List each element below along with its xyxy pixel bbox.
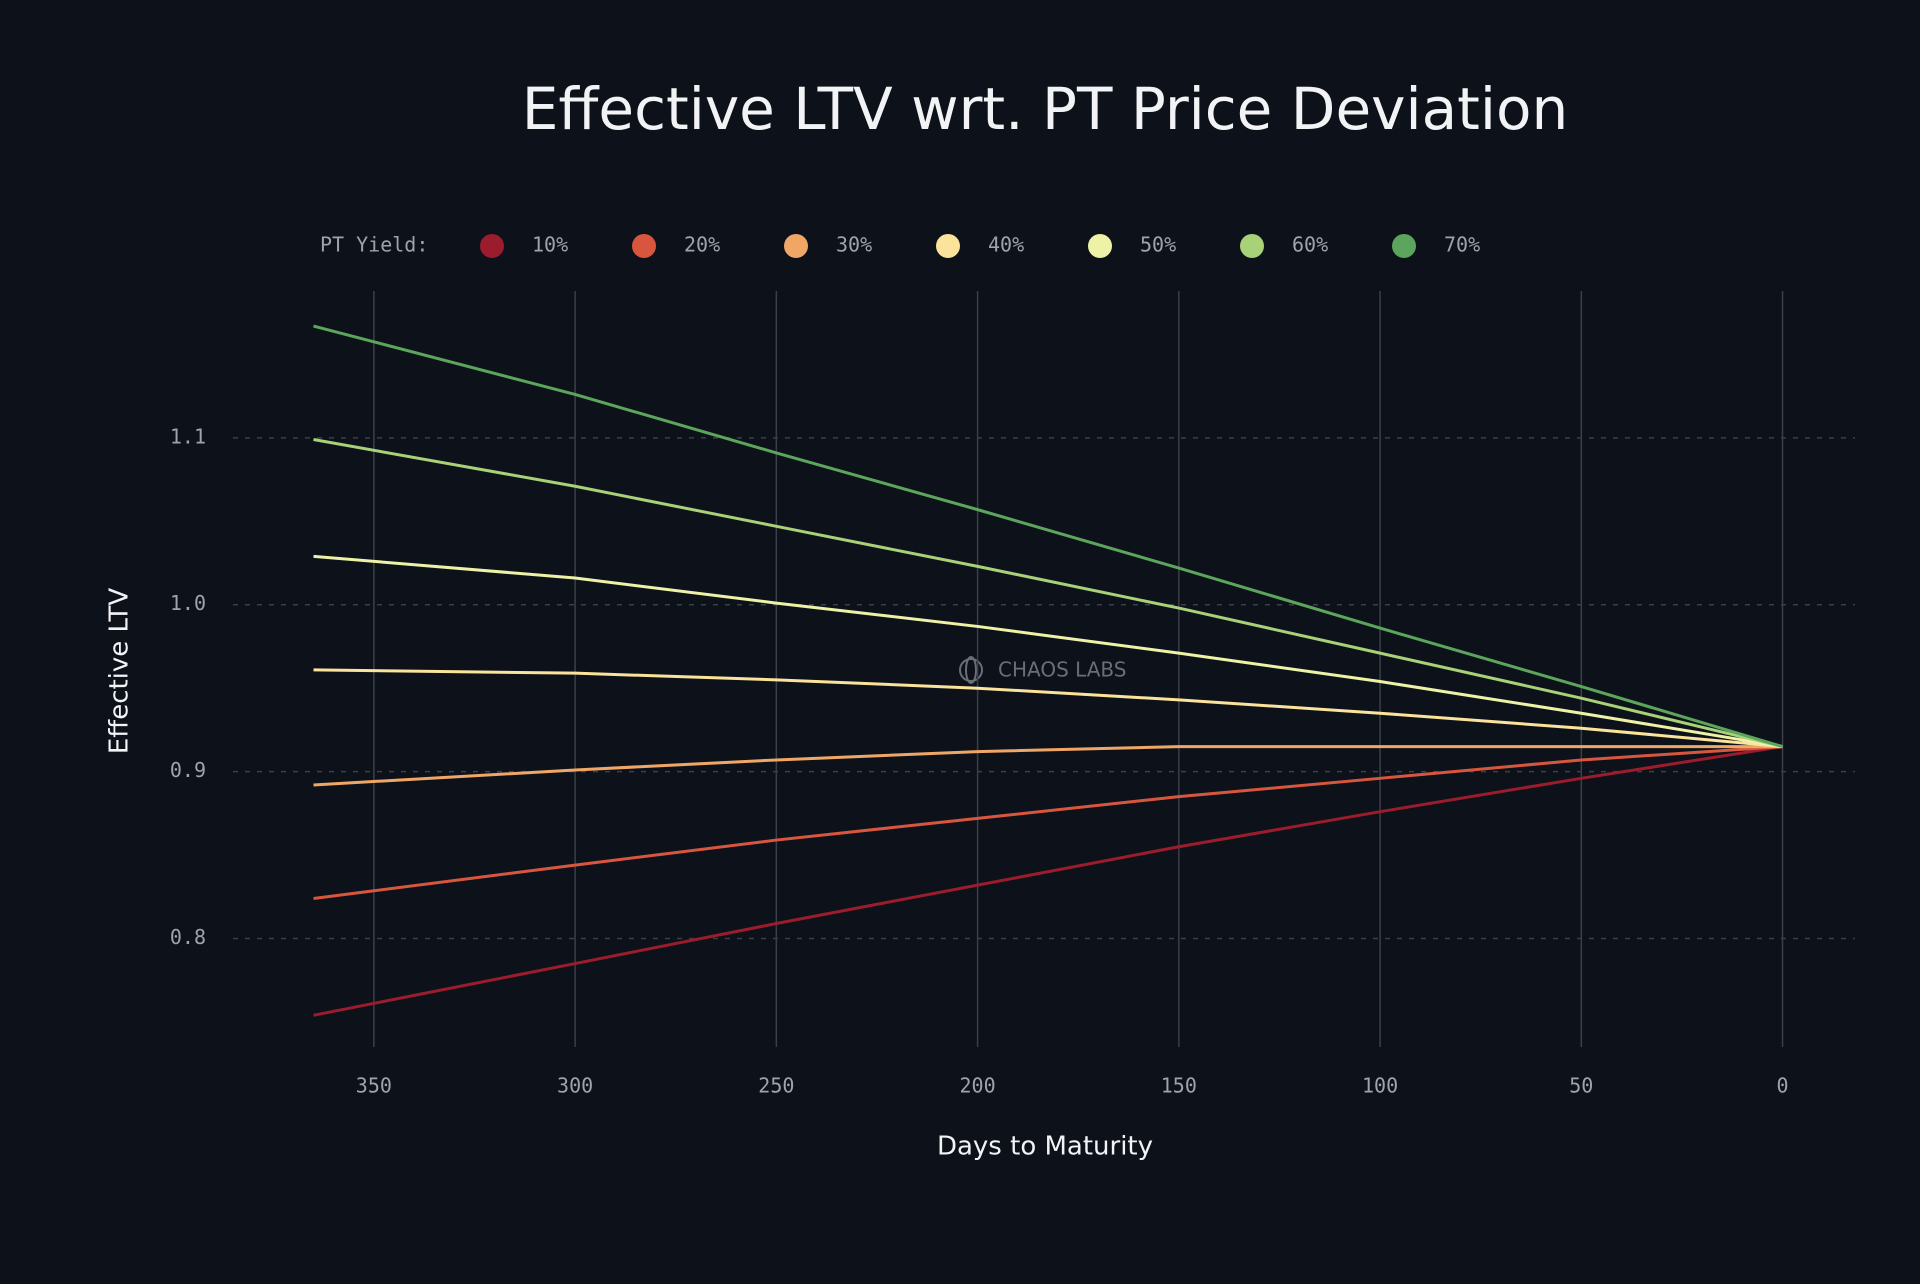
series-line — [313, 745, 1783, 787]
legend-label: 70% — [1444, 233, 1480, 257]
legend-label: 60% — [1292, 233, 1328, 257]
y-tick-label: 0.9 — [170, 758, 206, 782]
legend-label: 30% — [836, 233, 872, 257]
legend-marker — [936, 234, 960, 258]
x-tick-label: 100 — [1362, 1074, 1398, 1098]
series-line — [313, 668, 1783, 749]
series-line — [313, 438, 1783, 749]
y-tick-label: 1.0 — [170, 591, 206, 615]
y-tick-label: 0.8 — [170, 925, 206, 949]
chart-title: Effective LTV wrt. PT Price Deviation — [522, 75, 1568, 143]
x-tick-label: 50 — [1569, 1074, 1593, 1098]
x-tick-label: 300 — [557, 1074, 593, 1098]
legend-label: 50% — [1140, 233, 1176, 257]
x-tick-label: 350 — [356, 1074, 392, 1098]
legend-title: PT Yield: — [320, 233, 428, 257]
series-line — [313, 554, 1783, 749]
series-line — [313, 745, 1783, 900]
x-tick-label: 200 — [960, 1074, 996, 1098]
watermark-icon — [959, 656, 983, 684]
x-tick-label: 150 — [1161, 1074, 1197, 1098]
legend-label: 40% — [988, 233, 1024, 257]
watermark: CHAOS LABS — [998, 658, 1126, 682]
legend-marker — [1392, 234, 1416, 258]
legend-marker — [1240, 234, 1264, 258]
y-tick-label: 1.1 — [170, 424, 206, 448]
x-tick-label: 0 — [1777, 1074, 1789, 1098]
x-tick-label: 250 — [758, 1074, 794, 1098]
legend-label: 20% — [684, 233, 720, 257]
series-line — [313, 324, 1783, 749]
legend-marker — [1088, 234, 1112, 258]
y-axis-title: Effective LTV — [105, 588, 135, 754]
series-line — [313, 745, 1783, 1017]
legend-marker — [480, 234, 504, 258]
legend-marker — [632, 234, 656, 258]
x-axis-title: Days to Maturity — [937, 1132, 1153, 1162]
legend-marker — [784, 234, 808, 258]
legend-label: 10% — [532, 233, 568, 257]
